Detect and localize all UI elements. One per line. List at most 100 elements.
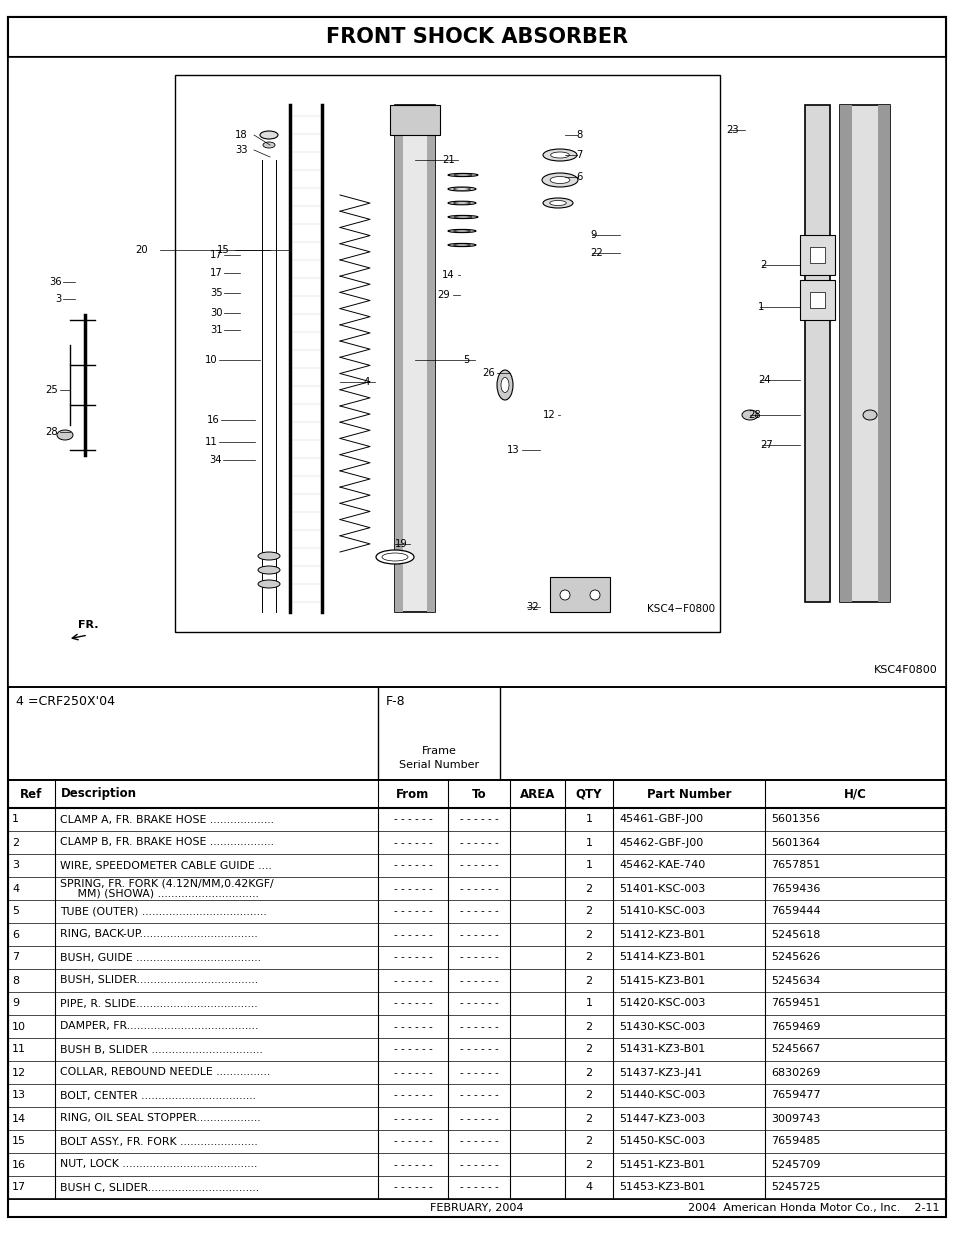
Bar	[800, 235, 834, 275]
Text: BUSH, SLIDER....................................: BUSH, SLIDER............................…	[60, 976, 258, 986]
Text: 4: 4	[363, 377, 370, 387]
Ellipse shape	[257, 566, 280, 574]
Text: - - - - - -: - - - - - -	[394, 1182, 432, 1193]
Text: QTY: QTY	[576, 788, 601, 800]
Text: - - - - - -: - - - - - -	[459, 883, 497, 893]
Text: 5245667: 5245667	[770, 1045, 820, 1055]
Text: - - - - - -: - - - - - -	[394, 952, 432, 962]
Text: 51420-KSC-003: 51420-KSC-003	[618, 999, 704, 1009]
Ellipse shape	[741, 410, 758, 420]
Text: - - - - - -: - - - - - -	[394, 883, 432, 893]
Ellipse shape	[542, 198, 573, 207]
Text: 4 =CRF250X'04: 4 =CRF250X'04	[16, 695, 115, 708]
Text: NUT, LOCK ........................................: NUT, LOCK ..............................…	[60, 1160, 257, 1170]
Text: 15: 15	[12, 1136, 26, 1146]
Text: 5245626: 5245626	[770, 952, 820, 962]
Text: 16: 16	[207, 415, 220, 425]
Text: 12: 12	[12, 1067, 26, 1077]
Text: 7659477: 7659477	[770, 1091, 820, 1100]
Ellipse shape	[453, 201, 470, 204]
Text: 2: 2	[585, 1160, 592, 1170]
Text: 11: 11	[205, 437, 218, 447]
Text: TUBE (OUTER) .....................................: TUBE (OUTER) ...........................…	[60, 906, 267, 916]
Text: 1: 1	[585, 815, 592, 825]
Text: - - - - - -: - - - - - -	[459, 952, 497, 962]
Text: - - - - - -: - - - - - -	[394, 815, 432, 825]
Text: DAMPER, FR.......................................: DAMPER, FR..............................…	[60, 1021, 258, 1031]
Text: 2: 2	[585, 976, 592, 986]
Ellipse shape	[448, 215, 477, 219]
Ellipse shape	[550, 177, 569, 184]
Text: 26: 26	[482, 368, 495, 378]
Text: 34: 34	[210, 454, 222, 466]
Text: 7659436: 7659436	[770, 883, 820, 893]
Text: Description: Description	[61, 788, 137, 800]
Text: - - - - - -: - - - - - -	[459, 1045, 497, 1055]
Bar	[840, 105, 851, 601]
Bar	[390, 105, 439, 135]
Text: 14: 14	[442, 270, 455, 280]
Text: - - - - - -: - - - - - -	[394, 1021, 432, 1031]
Text: - - - - - -: - - - - - -	[394, 1091, 432, 1100]
Text: - - - - - -: - - - - - -	[459, 999, 497, 1009]
Ellipse shape	[862, 410, 876, 420]
Text: 51451-KZ3-B01: 51451-KZ3-B01	[618, 1160, 704, 1170]
Text: SPRING, FR. FORK (4.12N/MM,0.42KGF/: SPRING, FR. FORK (4.12N/MM,0.42KGF/	[60, 879, 274, 889]
Text: 20: 20	[135, 245, 148, 254]
Text: - - - - - -: - - - - - -	[394, 976, 432, 986]
Text: 36: 36	[50, 277, 62, 287]
Text: BOLT, CENTER ..................................: BOLT, CENTER ...........................…	[60, 1091, 255, 1100]
Ellipse shape	[542, 149, 577, 161]
Text: 6830269: 6830269	[770, 1067, 820, 1077]
Ellipse shape	[589, 590, 599, 600]
Text: - - - - - -: - - - - - -	[459, 837, 497, 847]
Text: - - - - - -: - - - - - -	[459, 1114, 497, 1124]
Text: 23: 23	[725, 125, 739, 135]
Text: - - - - - -: - - - - - -	[394, 1160, 432, 1170]
Text: 7659469: 7659469	[770, 1021, 820, 1031]
Text: WIRE, SPEEDOMETER CABLE GUIDE ....: WIRE, SPEEDOMETER CABLE GUIDE ....	[60, 861, 272, 871]
Text: AREA: AREA	[519, 788, 555, 800]
Text: - - - - - -: - - - - - -	[459, 1182, 497, 1193]
Text: 51440-KSC-003: 51440-KSC-003	[618, 1091, 704, 1100]
Text: 11: 11	[12, 1045, 26, 1055]
Text: 1: 1	[758, 303, 763, 312]
Text: 15: 15	[217, 245, 230, 254]
Text: 2: 2	[585, 1114, 592, 1124]
Text: - - - - - -: - - - - - -	[394, 837, 432, 847]
Text: 17: 17	[210, 249, 223, 261]
Text: 28: 28	[747, 410, 760, 420]
Text: PIPE, R. SLIDE....................................: PIPE, R. SLIDE..........................…	[60, 999, 257, 1009]
Text: 4: 4	[12, 883, 19, 893]
Text: RING, BACK-UP...................................: RING, BACK-UP...........................…	[60, 930, 257, 940]
Bar	[877, 105, 889, 601]
Text: FEBRUARY, 2004: FEBRUARY, 2004	[430, 1203, 523, 1213]
Text: 51415-KZ3-B01: 51415-KZ3-B01	[618, 976, 704, 986]
Text: CLAMP A, FR. BRAKE HOSE ...................: CLAMP A, FR. BRAKE HOSE ................…	[60, 815, 274, 825]
Bar	[427, 105, 435, 613]
Text: 2: 2	[585, 952, 592, 962]
Ellipse shape	[257, 552, 280, 559]
Text: 10: 10	[205, 354, 218, 366]
Ellipse shape	[559, 590, 569, 600]
Text: 28: 28	[46, 427, 58, 437]
Text: 27: 27	[760, 440, 772, 450]
Ellipse shape	[381, 553, 408, 561]
Text: - - - - - -: - - - - - -	[394, 1067, 432, 1077]
Text: 7: 7	[576, 149, 581, 161]
Text: - - - - - -: - - - - - -	[394, 1136, 432, 1146]
Bar	[8, 17, 945, 57]
Text: H/C: H/C	[843, 788, 866, 800]
Text: 19: 19	[395, 538, 408, 550]
Text: 51412-KZ3-B01: 51412-KZ3-B01	[618, 930, 704, 940]
Text: FR.: FR.	[78, 620, 98, 630]
Text: - - - - - -: - - - - - -	[459, 976, 497, 986]
Bar	[809, 247, 824, 263]
Text: 7659444: 7659444	[770, 906, 820, 916]
Text: 5245634: 5245634	[770, 976, 820, 986]
Ellipse shape	[500, 378, 509, 393]
Text: 25: 25	[45, 385, 58, 395]
Text: 3009743: 3009743	[770, 1114, 820, 1124]
Text: - - - - - -: - - - - - -	[394, 861, 432, 871]
Text: 2004  American Honda Motor Co., Inc.    2-11: 2004 American Honda Motor Co., Inc. 2-11	[688, 1203, 939, 1213]
